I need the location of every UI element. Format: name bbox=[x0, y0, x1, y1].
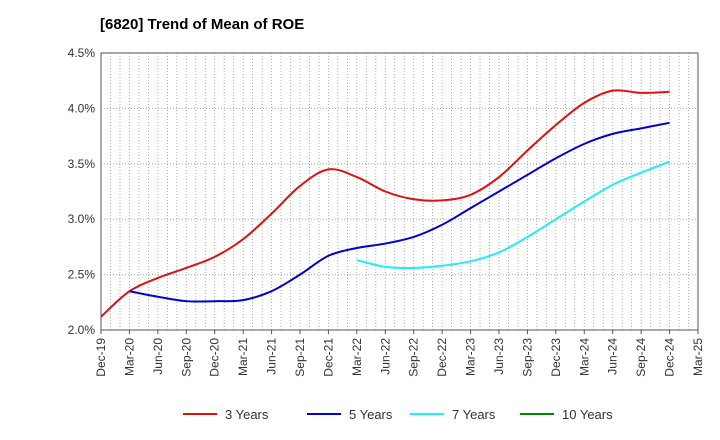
x-tick-label: Jun-21 bbox=[265, 338, 279, 375]
y-tick-label: 2.5% bbox=[68, 268, 96, 282]
x-tick-label: Dec-22 bbox=[435, 338, 449, 377]
plot-area: 2.0% 2.5% 3.0% 3.5% 4.0% 4.5% Dec-19 Mar-20 Jun-… bbox=[68, 46, 705, 377]
series-line-7-years bbox=[356, 160, 670, 270]
x-tick-label: Mar-25 bbox=[691, 338, 705, 376]
legend-label-5-years: 5 Years bbox=[349, 407, 393, 422]
x-tick-label: Sep-20 bbox=[179, 338, 193, 377]
legend-label-7-years: 7 Years bbox=[452, 407, 496, 422]
x-tick-label: Mar-23 bbox=[464, 338, 478, 376]
x-tick-label: Jun-20 bbox=[151, 338, 165, 375]
x-tick-label: Mar-20 bbox=[122, 338, 136, 376]
x-tick-label: Sep-21 bbox=[293, 338, 307, 377]
x-tick-label: Dec-23 bbox=[549, 338, 563, 377]
x-tick-label: Sep-23 bbox=[520, 338, 534, 377]
x-tick-label: Sep-24 bbox=[634, 338, 648, 377]
series-line-5-years bbox=[129, 121, 670, 303]
legend: 3 Years 5 Years 7 Years 10 Years bbox=[183, 407, 613, 422]
x-tick-label: Jun-22 bbox=[378, 338, 392, 375]
plot-border bbox=[100, 52, 699, 331]
y-tick-label: 4.0% bbox=[68, 101, 96, 115]
legend-label-10-years: 10 Years bbox=[562, 407, 613, 422]
series-line-3-years bbox=[100, 89, 670, 318]
x-tick-label: Mar-24 bbox=[577, 338, 591, 376]
x-tick-label: Mar-22 bbox=[350, 338, 364, 376]
y-tick-label: 3.5% bbox=[68, 157, 96, 171]
x-tick-label: Sep-22 bbox=[407, 338, 421, 377]
x-tick-label: Dec-20 bbox=[208, 338, 222, 377]
y-tick-label: 4.5% bbox=[68, 46, 96, 60]
x-tick-label: Dec-24 bbox=[663, 338, 677, 377]
x-tick-label: Jun-24 bbox=[606, 338, 620, 375]
x-tick-label: Jun-23 bbox=[492, 338, 506, 375]
y-tick-label: 3.0% bbox=[68, 212, 96, 226]
x-tick-label: Dec-21 bbox=[321, 338, 335, 377]
x-tick-label: Mar-21 bbox=[236, 338, 250, 376]
x-tick-label: Dec-19 bbox=[94, 338, 108, 377]
chart-title: [6820] Trend of Mean of ROE bbox=[100, 16, 304, 33]
y-tick-label: 2.0% bbox=[68, 323, 96, 337]
legend-label-3-years: 3 Years bbox=[225, 407, 269, 422]
